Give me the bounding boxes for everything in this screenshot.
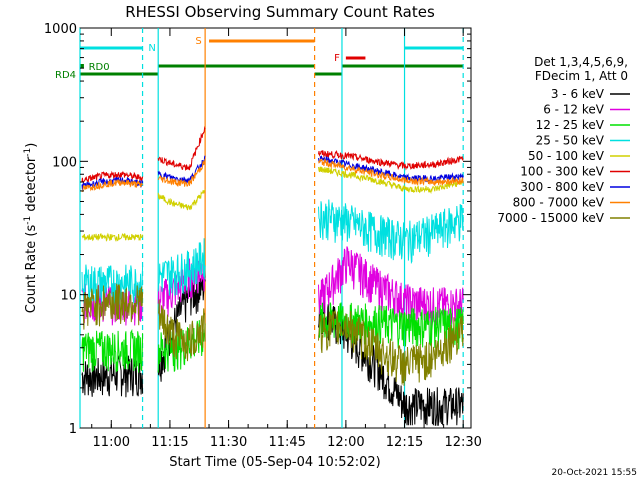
legend-label-8: 7000 - 15000 keV <box>497 211 604 225</box>
x-tick-label-6: 12:30 <box>444 435 481 450</box>
series-2-post <box>318 302 464 350</box>
x-tick-label-1: 11:15 <box>151 435 188 450</box>
y-axis-label-part2: detector <box>24 156 39 216</box>
y-tick-label-0: 1 <box>69 422 77 437</box>
series-7-pre <box>81 179 144 193</box>
x-tick-label-0: 11:00 <box>93 435 130 450</box>
series-2-pre <box>81 328 144 373</box>
series-3-rise <box>157 238 206 296</box>
y-axis-label-end: ) <box>24 143 39 148</box>
y-axis-label-exp: -1 <box>23 216 33 225</box>
rd4-flag-label: RD4 <box>55 70 76 81</box>
series-5-rise <box>157 126 206 171</box>
legend-header-line-1: Det 1,3,4,5,6,9, <box>534 55 628 69</box>
legend-label-2: 12 - 25 keV <box>536 118 605 132</box>
x-tick-label-3: 11:45 <box>268 435 305 450</box>
series-1-pre <box>81 283 144 326</box>
legend-label-4: 50 - 100 keV <box>528 149 605 163</box>
series-0-post <box>318 298 464 426</box>
chart-title: RHESSI Observing Summary Count Rates <box>125 3 435 21</box>
series-3-post <box>318 199 464 265</box>
series-6-pre <box>81 176 144 190</box>
rd0-flag-label: RD0 <box>89 62 110 73</box>
series-1-post <box>318 246 464 329</box>
y-axis-label: Count Rate (s-1 detector-1) <box>23 143 39 314</box>
series-3-pre <box>81 264 144 307</box>
n-flag-label: N <box>148 43 155 54</box>
series-7-post <box>318 157 464 187</box>
y-axis-label-part: Count Rate (s <box>24 225 39 314</box>
series-4-pre <box>81 232 144 242</box>
x-tick-label-4: 12:00 <box>327 435 364 450</box>
series-7-rise <box>157 158 206 188</box>
y-tick-label-1: 10 <box>60 289 77 304</box>
series-5-post <box>318 149 464 171</box>
series-4-post <box>318 166 464 195</box>
f-flag-label: F <box>334 53 340 64</box>
legend-label-6: 300 - 800 keV <box>520 180 604 194</box>
legend-label-0: 3 - 6 keV <box>551 87 605 101</box>
y-tick-label-2: 100 <box>52 155 77 170</box>
legend-header-line-2: FDecim 1, Att 0 <box>535 69 628 83</box>
axis-ticks: 11:00 11:15 11:30 11:45 12:00 12:15 12:30 1 10 10… <box>44 22 482 450</box>
x-tick-label-5: 12:15 <box>386 435 423 450</box>
x-tick-label-2: 11:30 <box>210 435 247 450</box>
x-axis-label: Start Time (05-Sep-04 10:52:02) <box>169 455 380 470</box>
series-8-rise <box>157 299 206 362</box>
legend-label-1: 6 - 12 keV <box>543 103 605 117</box>
legend-label-5: 100 - 300 keV <box>520 165 604 179</box>
render-timestamp: 20-Oct-2021 15:55 <box>552 468 637 478</box>
series-8-pre <box>81 283 144 330</box>
legend-label-3: 25 - 50 keV <box>536 134 605 148</box>
s-flag-label: S <box>195 36 201 47</box>
series-6-post <box>318 155 464 184</box>
legend: Det 1,3,4,5,6,9, FDecim 1, Att 0 3 - 6 k… <box>497 55 630 225</box>
legend-label-7: 800 - 7000 keV <box>513 196 605 210</box>
series-5-pre <box>81 170 144 184</box>
series-0-pre <box>81 354 144 398</box>
y-tick-label-3: 1000 <box>44 22 77 37</box>
series-4-rise <box>157 189 206 211</box>
series-8-post <box>318 310 464 386</box>
y-axis-label-exp2: -1 <box>23 148 33 157</box>
series-layer <box>81 126 464 426</box>
